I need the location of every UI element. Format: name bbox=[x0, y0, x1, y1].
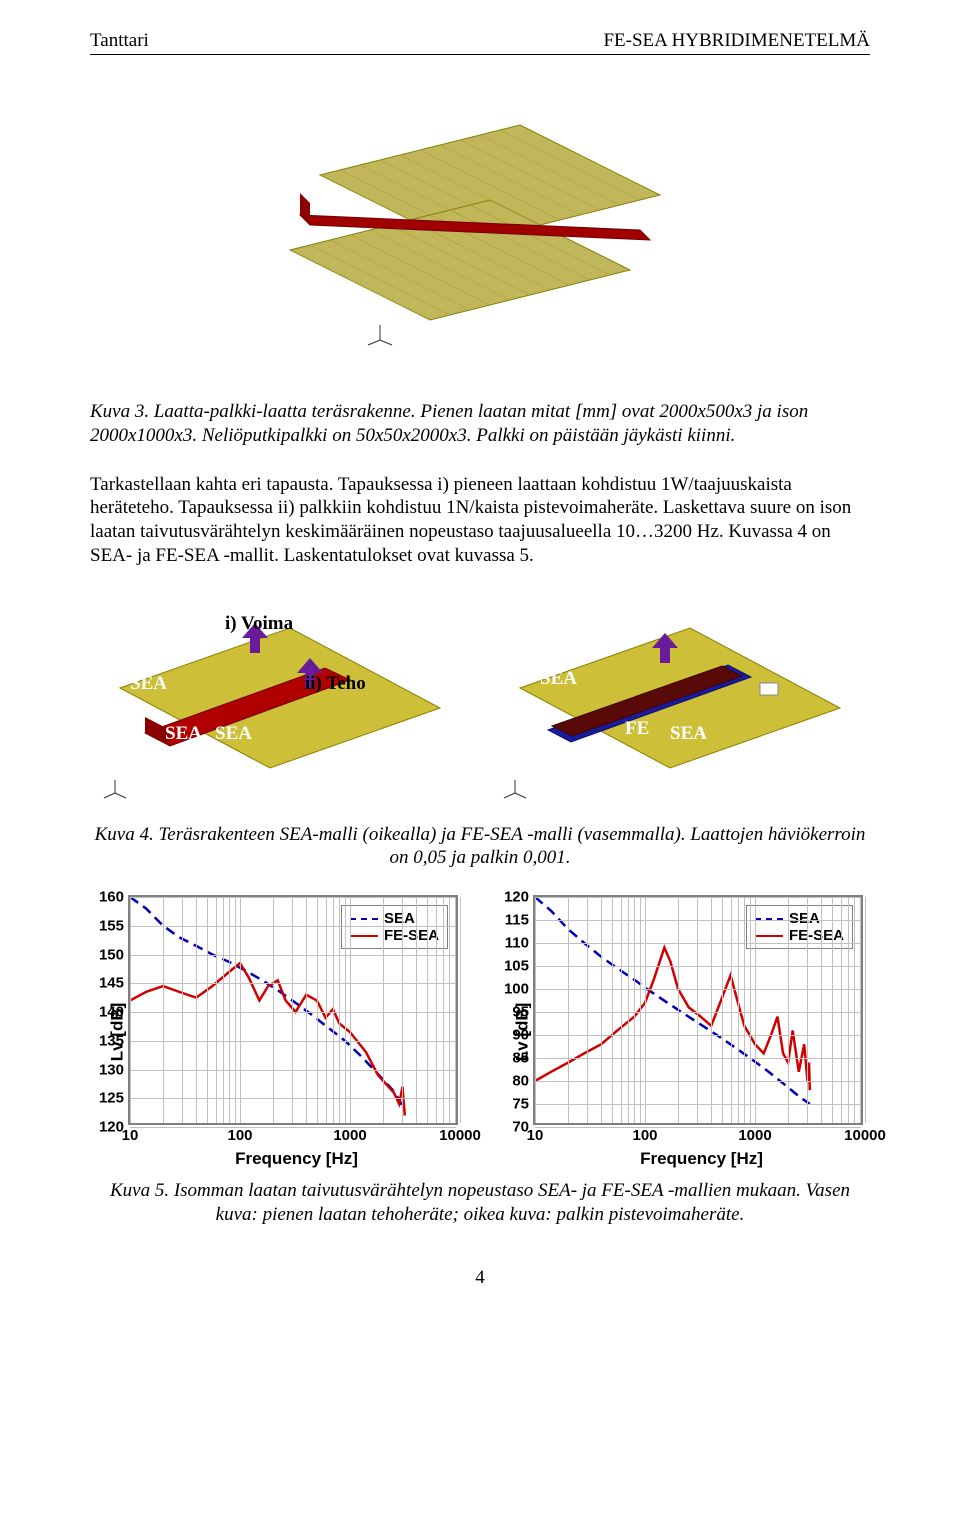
caption-5: Kuva 5. Isomman laatan taivutusvärähtely… bbox=[90, 1179, 870, 1227]
ytick: 155 bbox=[99, 917, 124, 934]
ytick: 95 bbox=[512, 1004, 529, 1021]
xlabel-left: Frequency [Hz] bbox=[128, 1149, 465, 1169]
ytick: 135 bbox=[99, 1032, 124, 1049]
page-number: 4 bbox=[90, 1267, 870, 1289]
label-sea-1: SEA bbox=[130, 673, 167, 695]
ytick: 105 bbox=[504, 958, 529, 975]
legend-fesea-r: FE-SEA bbox=[789, 927, 844, 944]
xtick: 1000 bbox=[333, 1127, 366, 1144]
xtick: 10 bbox=[122, 1127, 139, 1144]
ytick: 90 bbox=[512, 1027, 529, 1044]
chart-left: Lv [dB] SEA FE-SEA 120125130135140145150… bbox=[90, 895, 465, 1169]
ytick: 115 bbox=[505, 912, 529, 929]
ytick: 125 bbox=[99, 1090, 124, 1107]
chart-left-area: SEA FE-SEA 12012513013514014515015516010… bbox=[128, 895, 458, 1125]
xtick: 1000 bbox=[738, 1127, 771, 1144]
label-voima: i) Voima bbox=[225, 613, 293, 635]
label-sea-4: SEA bbox=[540, 668, 577, 690]
page-header: Tanttari FE-SEA HYBRIDIMENETELMÄ bbox=[90, 30, 870, 55]
label-fe: FE bbox=[625, 718, 649, 740]
chart-right-area: SEA FE-SEA 70758085909510010511011512010… bbox=[533, 895, 863, 1125]
ytick: 80 bbox=[512, 1073, 529, 1090]
legend-sea: SEA bbox=[384, 910, 415, 927]
figure-3 bbox=[90, 85, 870, 380]
fig3-svg bbox=[230, 85, 730, 375]
ytick: 120 bbox=[504, 889, 529, 906]
figure-4: i) Voima SEA ii) Teho SEA SEA bbox=[90, 598, 870, 813]
ytick: 145 bbox=[99, 975, 124, 992]
legend-left: SEA FE-SEA bbox=[341, 905, 448, 949]
fig4-right: SEA FE SEA bbox=[490, 598, 870, 813]
page: Tanttari FE-SEA HYBRIDIMENETELMÄ bbox=[0, 0, 960, 1319]
xtick: 100 bbox=[227, 1127, 252, 1144]
xtick: 10000 bbox=[439, 1127, 481, 1144]
ytick: 160 bbox=[99, 889, 124, 906]
xtick: 10 bbox=[527, 1127, 544, 1144]
xtick: 10000 bbox=[844, 1127, 886, 1144]
ytick: 140 bbox=[99, 1004, 124, 1021]
ytick: 85 bbox=[512, 1050, 529, 1067]
body-paragraph: Tarkastellaan kahta eri tapausta. Tapauk… bbox=[90, 473, 870, 568]
ytick: 100 bbox=[504, 981, 529, 998]
header-right: FE-SEA HYBRIDIMENETELMÄ bbox=[603, 30, 870, 52]
xtick: 100 bbox=[632, 1127, 657, 1144]
figure-5: Lv [dB] SEA FE-SEA 120125130135140145150… bbox=[90, 895, 870, 1169]
legend-sea-r: SEA bbox=[789, 910, 820, 927]
xlabel-right: Frequency [Hz] bbox=[533, 1149, 870, 1169]
header-left: Tanttari bbox=[90, 30, 149, 52]
label-sea-2: SEA bbox=[165, 723, 202, 745]
fig4-right-svg bbox=[490, 598, 860, 808]
caption-4: Kuva 4. Teräsrakenteen SEA-malli (oikeal… bbox=[90, 823, 870, 871]
label-sea-3: SEA bbox=[215, 723, 252, 745]
ytick: 75 bbox=[512, 1096, 529, 1113]
ytick: 130 bbox=[99, 1061, 124, 1078]
label-sea-5: SEA bbox=[670, 723, 707, 745]
legend-fesea: FE-SEA bbox=[384, 927, 439, 944]
ytick: 110 bbox=[505, 935, 529, 952]
caption-3: Kuva 3. Laatta-palkki-laatta teräsrakenn… bbox=[90, 400, 870, 448]
chart-right: Lv [dB] SEA FE-SEA 707580859095100105110… bbox=[495, 895, 870, 1169]
fig4-left: i) Voima SEA ii) Teho SEA SEA bbox=[90, 598, 470, 813]
ytick: 120 bbox=[99, 1119, 124, 1136]
ytick: 150 bbox=[99, 946, 124, 963]
label-teho: ii) Teho bbox=[305, 673, 366, 695]
